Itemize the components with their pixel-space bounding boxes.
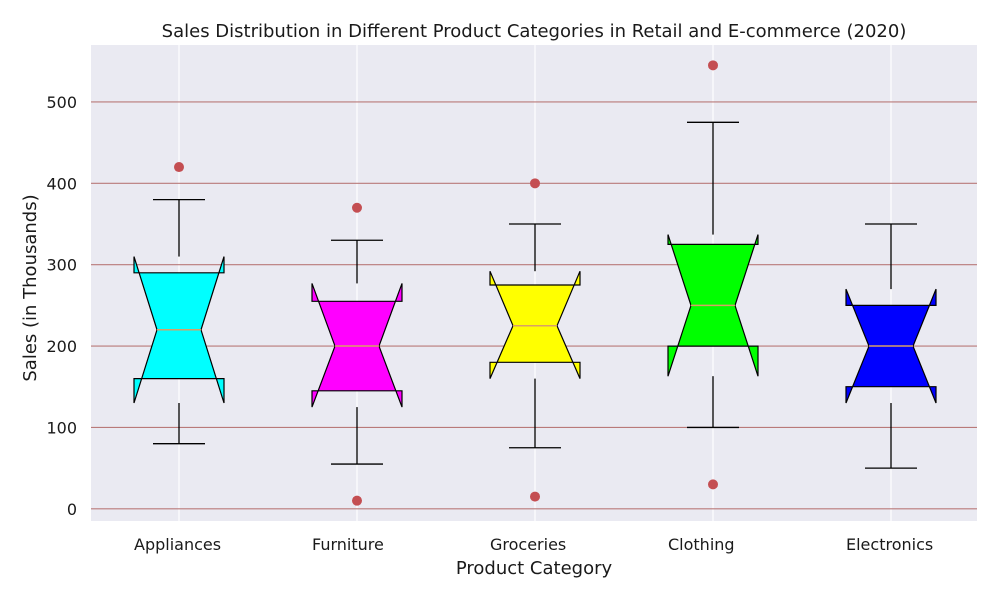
y-grid: [91, 101, 977, 510]
x-tick-label: Furniture: [312, 535, 384, 554]
chart-title: Sales Distribution in Different Product …: [162, 21, 907, 42]
box-clothing: [667, 60, 759, 490]
box-body: [311, 283, 403, 408]
box-groceries: [489, 178, 581, 502]
plot-area: [91, 45, 977, 521]
y-axis-label: Sales (in Thousands): [20, 194, 41, 381]
y-tick-label: 400: [46, 174, 77, 193]
y-tick-label: 500: [46, 93, 77, 112]
box-appliances: [133, 162, 225, 445]
y-tick-labels: 0 100 200 300 400 500: [46, 93, 77, 519]
x-tick-label: Appliances: [134, 535, 221, 554]
outlier-point: [708, 479, 718, 490]
x-tick-label: Electronics: [846, 535, 933, 554]
box-furniture: [311, 202, 403, 506]
y-tick-label: 300: [46, 256, 77, 275]
x-tick-label: Clothing: [668, 535, 735, 554]
x-axis-label: Product Category: [456, 558, 613, 579]
box-body: [489, 270, 581, 379]
y-tick-label: 200: [46, 337, 77, 356]
y-tick-label: 100: [46, 418, 77, 437]
y-tick-label: 0: [67, 500, 77, 519]
outlier-point: [530, 178, 540, 189]
outlier-point: [530, 491, 540, 502]
outlier-point: [352, 495, 362, 506]
outlier-point: [708, 60, 718, 71]
boxes: [133, 60, 937, 506]
outlier-point: [352, 202, 362, 213]
box-electronics: [845, 223, 937, 469]
x-tick-label: Groceries: [490, 535, 566, 554]
x-tick-labels: Appliances Furniture Groceries Clothing Elec…: [134, 535, 933, 554]
outlier-point: [174, 162, 184, 173]
